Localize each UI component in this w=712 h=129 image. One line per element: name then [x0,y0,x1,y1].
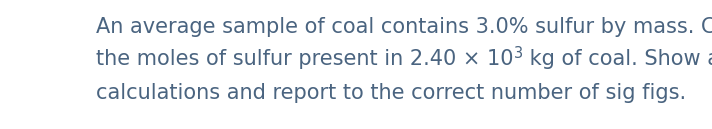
Text: An average sample of coal contains 3.0% sulfur by mass. Calculate: An average sample of coal contains 3.0% … [96,17,712,37]
Text: the moles of sulfur present in 2.40 × 10: the moles of sulfur present in 2.40 × 10 [96,49,513,69]
Text: 3: 3 [513,46,523,61]
Text: calculations and report to the correct number of sig figs.: calculations and report to the correct n… [96,83,686,103]
Text: kg of coal. Show all: kg of coal. Show all [523,49,712,69]
